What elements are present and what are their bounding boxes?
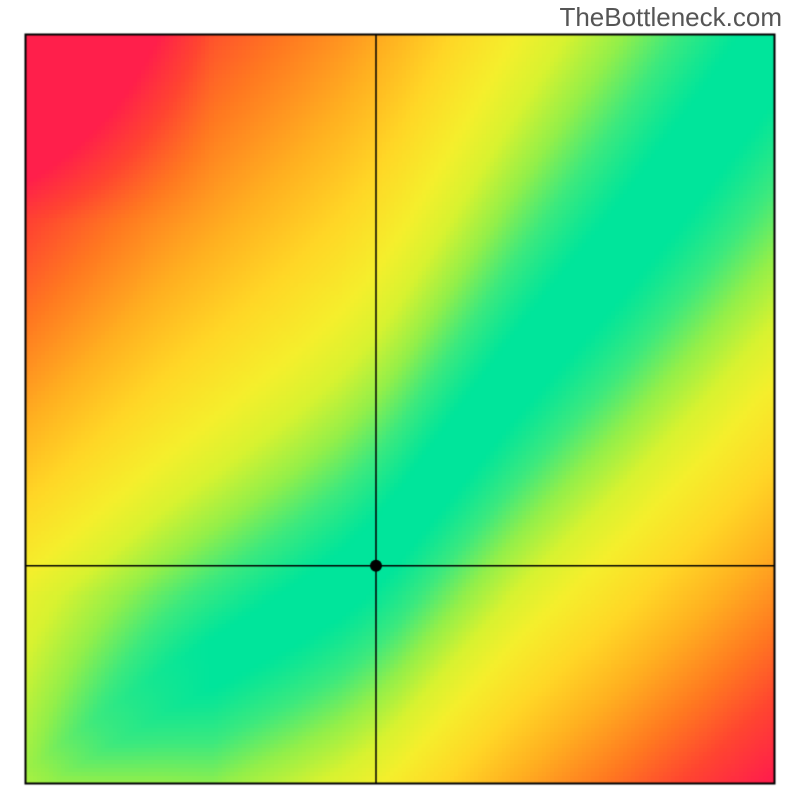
watermark-text: TheBottleneck.com [559,2,782,33]
chart-container: TheBottleneck.com [0,0,800,800]
heatmap-canvas [0,0,800,800]
